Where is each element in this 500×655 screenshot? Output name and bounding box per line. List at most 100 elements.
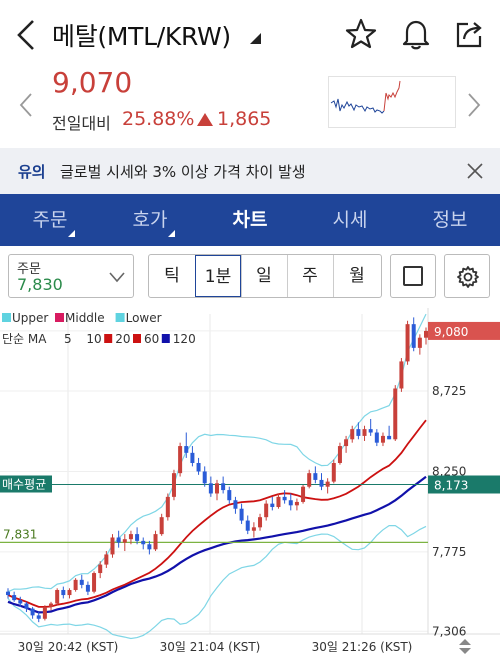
- bell-icon[interactable]: [399, 17, 433, 51]
- candle-body: [18, 600, 23, 604]
- candle-body: [147, 544, 152, 550]
- candle-body: [368, 429, 373, 433]
- tab-market[interactable]: 시세: [332, 209, 368, 231]
- candle-body: [67, 589, 72, 596]
- current-price: 9,070: [52, 66, 133, 99]
- legend-swatch: [115, 313, 125, 322]
- candle-body: [325, 481, 330, 487]
- legend-ma-label: 120: [173, 332, 196, 346]
- candle-body: [12, 595, 17, 601]
- chart-toolbar: 주문 7,830 틱 1분 일 주 월: [0, 246, 500, 308]
- ma60-line: [7, 475, 427, 614]
- main-tabs: 주문 호가 차트 시세 정보: [0, 194, 500, 246]
- candlestick-chart[interactable]: Upper Middle Lower 단순 MA 5 10 20 60 120 8,725 8,25…: [0, 308, 500, 655]
- order-line-label: 7,831: [3, 527, 37, 541]
- candle-body: [85, 584, 90, 592]
- period-1min-button[interactable]: 1분: [195, 255, 241, 297]
- ma20-line: [7, 419, 427, 608]
- candle-body: [92, 573, 97, 592]
- x-tick-label: 30일 21:26 (KST): [312, 640, 413, 654]
- legend-ma-swatch: [104, 334, 113, 343]
- candle-body: [411, 324, 416, 348]
- avg-buy-value-label: 8,173: [434, 478, 468, 492]
- candle-body: [196, 462, 201, 472]
- share-icon[interactable]: [453, 17, 487, 51]
- tab-orderbook[interactable]: 호가: [132, 209, 168, 231]
- back-chevron-icon[interactable]: [14, 18, 40, 52]
- star-icon[interactable]: [344, 17, 378, 51]
- candle-body: [245, 520, 250, 531]
- prev-coin-chevron-icon[interactable]: [18, 92, 34, 118]
- candle-body: [159, 517, 164, 535]
- next-coin-chevron-icon[interactable]: [466, 92, 482, 118]
- candle-body: [184, 446, 189, 453]
- legend-label: Middle: [65, 311, 105, 325]
- candle-body: [208, 483, 213, 494]
- candle-body: [362, 429, 367, 436]
- title-dropdown-caret-icon[interactable]: [250, 33, 261, 44]
- candle-body: [319, 479, 324, 487]
- tab-info[interactable]: 정보: [432, 209, 468, 231]
- legend-ma-label: 20: [115, 332, 130, 346]
- candle-body: [233, 500, 238, 509]
- bollinger-upper-line: [7, 313, 427, 593]
- candle-body: [104, 554, 109, 565]
- candle-body: [221, 483, 226, 491]
- tab-order[interactable]: 주문: [32, 209, 68, 231]
- candle-body: [356, 429, 361, 436]
- period-month-button[interactable]: 월: [349, 266, 365, 286]
- candle-body: [61, 589, 66, 596]
- scroll-up-icon: [459, 639, 471, 645]
- bollinger-lower-line: [7, 525, 427, 640]
- close-icon[interactable]: [466, 162, 484, 180]
- candle-body: [165, 496, 170, 518]
- change-percent: 25.88%: [122, 108, 195, 130]
- price-summary: 9,070 전일대비 25.88% 1,865: [0, 62, 500, 142]
- tab-order-menu-caret-icon: [68, 230, 75, 237]
- candle-body: [190, 452, 195, 463]
- mini-price-chart[interactable]: [328, 76, 456, 128]
- chart-settings-button[interactable]: [444, 254, 490, 298]
- candle-body: [307, 473, 312, 487]
- period-tick-button[interactable]: 틱: [164, 266, 180, 286]
- candle-body: [122, 539, 127, 543]
- price-chart[interactable]: Upper Middle Lower 단순 MA 5 10 20 60 120 8,725 8,25…: [0, 308, 500, 655]
- candle-body: [141, 540, 146, 545]
- candle-body: [49, 603, 54, 607]
- y-tick-label: 8,250: [432, 464, 466, 478]
- candle-body: [301, 486, 306, 502]
- candle-body: [294, 501, 299, 506]
- legend-label: Lower: [126, 311, 162, 325]
- order-select-label: 주문: [17, 262, 41, 277]
- candle-body: [215, 483, 219, 494]
- tab-chart[interactable]: 차트: [232, 209, 268, 231]
- candle-body: [344, 439, 349, 447]
- page-title[interactable]: 메탈(MTL/KRW): [52, 22, 231, 51]
- legend-label: Upper: [12, 311, 48, 325]
- period-week-button[interactable]: 주: [302, 266, 318, 286]
- tab-orderbook-menu-caret-icon: [168, 230, 175, 237]
- candle-body: [337, 446, 342, 463]
- period-selector: 틱 1분 일 주 월: [148, 254, 382, 298]
- candle-body: [264, 503, 269, 518]
- candle-body: [116, 537, 121, 543]
- scroll-down-icon: [459, 648, 471, 654]
- chart-type-button[interactable]: [390, 254, 436, 298]
- prev-day-label: 전일대비: [52, 114, 111, 133]
- gear-icon: [457, 266, 479, 288]
- candle-body: [227, 490, 232, 501]
- y-tick-label: 7,775: [432, 545, 466, 559]
- legend-swatch: [55, 313, 64, 322]
- period-divider: [287, 255, 288, 297]
- candle-body: [387, 435, 392, 440]
- order-price-select[interactable]: 주문 7,830: [8, 254, 134, 298]
- x-tick-label: 30일 21:04 (KST): [160, 640, 261, 654]
- notice-text: 글로벌 시세와 3% 이상 가격 차이 발생: [60, 163, 306, 181]
- period-day-button[interactable]: 일: [256, 266, 272, 286]
- candle-body: [393, 388, 398, 440]
- candle-body: [374, 432, 379, 443]
- period-divider: [333, 255, 334, 297]
- candle-body: [42, 606, 47, 619]
- candle-body: [405, 324, 410, 362]
- candle-body: [73, 579, 78, 590]
